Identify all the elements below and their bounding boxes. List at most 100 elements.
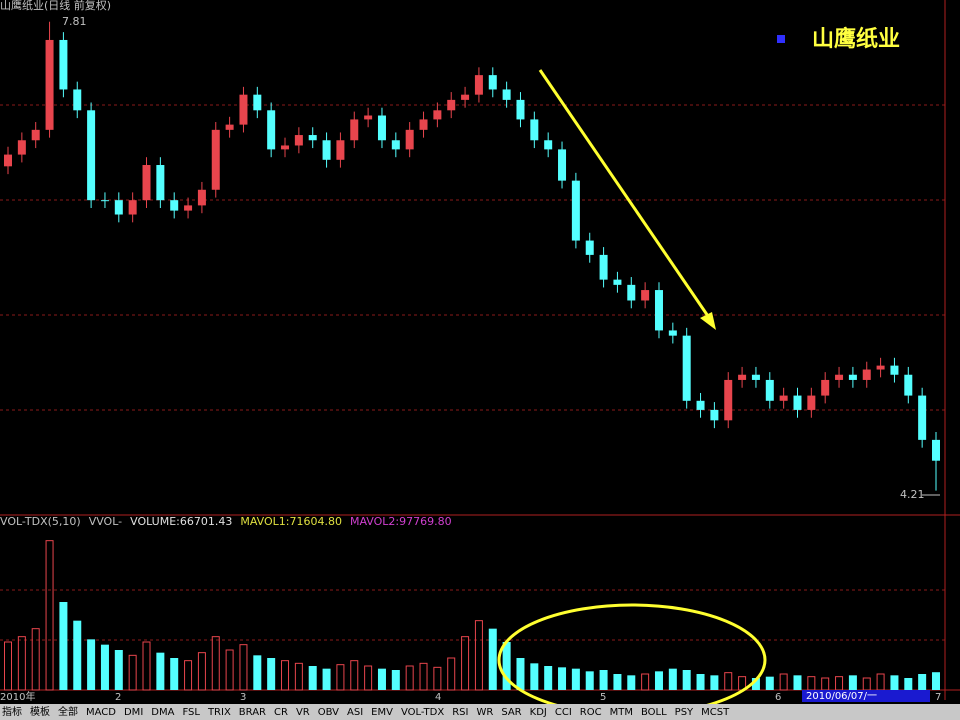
- grid: [0, 104, 945, 641]
- candle-body: [197, 189, 206, 206]
- volume-bar: [765, 676, 774, 690]
- volume-bar: [779, 673, 788, 691]
- volume-bar: [530, 663, 539, 690]
- volume-bar: [641, 673, 650, 691]
- volume-bar: [184, 660, 193, 691]
- volume-bar: [142, 641, 151, 691]
- volume-header-item: VOLUME:66701.43: [130, 515, 232, 528]
- tab[interactable]: WR: [476, 707, 493, 718]
- tab[interactable]: BOLL: [641, 707, 667, 718]
- candle-body: [488, 75, 497, 90]
- volume-header-item: MAVOL2:97769.80: [350, 515, 452, 528]
- candle-body: [170, 200, 179, 211]
- volume-bar: [848, 675, 857, 690]
- plot: [4, 21, 940, 691]
- candle-body: [876, 365, 885, 370]
- candle-body: [377, 115, 386, 141]
- candle-body: [696, 400, 705, 410]
- candle-body: [267, 110, 276, 150]
- candle-body: [502, 89, 511, 100]
- volume-bar: [405, 665, 414, 691]
- arrow-head: [700, 312, 716, 330]
- volume-bar: [225, 649, 234, 691]
- volume-bar: [613, 674, 622, 690]
- tab[interactable]: BRAR: [239, 707, 266, 718]
- volume-bar: [904, 678, 913, 690]
- volume-bar: [461, 636, 470, 691]
- volume-bar: [391, 670, 400, 690]
- volume-bar: [377, 668, 386, 690]
- tab[interactable]: DMA: [151, 707, 174, 718]
- volume-bar: [821, 677, 830, 691]
- tab[interactable]: MTM: [610, 707, 633, 718]
- candle-body: [59, 39, 68, 90]
- candle-body: [682, 335, 691, 401]
- candle-body: [184, 205, 193, 211]
- date-label: 2010/06/07/一: [806, 691, 877, 702]
- tab-bar: [0, 704, 960, 720]
- tab[interactable]: 全部: [58, 705, 78, 718]
- volume-bar: [156, 652, 165, 690]
- candle-body: [128, 200, 137, 215]
- candle-body: [738, 374, 747, 380]
- volume-bar: [281, 660, 290, 691]
- legend-label: 山鹰纸业: [812, 26, 900, 52]
- volume-bar: [336, 664, 345, 691]
- tab[interactable]: CR: [274, 707, 288, 718]
- tab[interactable]: RSI: [452, 707, 468, 718]
- tab[interactable]: FSL: [182, 707, 200, 718]
- volume-bar: [308, 666, 317, 690]
- candle-body: [433, 110, 442, 120]
- tab[interactable]: MCST: [701, 707, 730, 718]
- tab[interactable]: PSY: [675, 707, 694, 718]
- tab[interactable]: TRIX: [207, 707, 231, 718]
- candle-body: [779, 395, 788, 401]
- tab[interactable]: OBV: [318, 707, 339, 718]
- candle-body: [31, 129, 40, 141]
- candle-body: [336, 140, 345, 160]
- candle-body: [350, 119, 359, 141]
- candle-body: [848, 374, 857, 380]
- candle-body: [558, 149, 567, 181]
- candle-body: [751, 374, 760, 380]
- candle-body: [904, 374, 913, 396]
- tab[interactable]: CCI: [555, 707, 572, 718]
- tab[interactable]: SAR: [501, 707, 521, 718]
- tab[interactable]: EMV: [371, 707, 393, 718]
- tab[interactable]: ASI: [347, 707, 363, 718]
- volume-bar: [474, 620, 483, 691]
- candle-body: [211, 129, 220, 190]
- volume-bar: [211, 636, 220, 691]
- volume-bar: [114, 650, 123, 690]
- tab[interactable]: VOL-TDX: [401, 707, 444, 718]
- volume-bar: [45, 540, 54, 691]
- candle-body: [253, 94, 262, 111]
- volume-bar: [835, 676, 844, 691]
- volume-bar: [668, 668, 677, 690]
- tab[interactable]: MACD: [86, 707, 116, 718]
- tab[interactable]: ROC: [580, 707, 602, 718]
- candle-body: [239, 94, 248, 125]
- x-tick-label: 2: [115, 692, 121, 703]
- tab[interactable]: 指标: [2, 705, 22, 718]
- candle-body: [419, 119, 428, 130]
- volume-bar: [932, 672, 940, 690]
- candle-body: [724, 379, 733, 421]
- tab[interactable]: VR: [296, 707, 310, 718]
- volume-bar: [59, 602, 68, 690]
- volume-bar: [87, 639, 96, 690]
- tab[interactable]: 模板: [30, 705, 50, 718]
- volume-bar: [599, 670, 608, 690]
- candle-body: [918, 395, 927, 440]
- candle-body: [87, 110, 96, 201]
- candle-body: [142, 165, 151, 201]
- tab[interactable]: DMI: [124, 707, 143, 718]
- candle-body: [156, 165, 165, 201]
- candle-body: [710, 409, 719, 421]
- x-tick-label: 4: [435, 692, 441, 703]
- candle-body: [294, 135, 303, 146]
- candle-body: [114, 200, 123, 215]
- volume-bar: [890, 675, 899, 690]
- volume-header-item: MAVOL1:71604.80: [240, 515, 342, 528]
- tab[interactable]: KDJ: [530, 707, 547, 718]
